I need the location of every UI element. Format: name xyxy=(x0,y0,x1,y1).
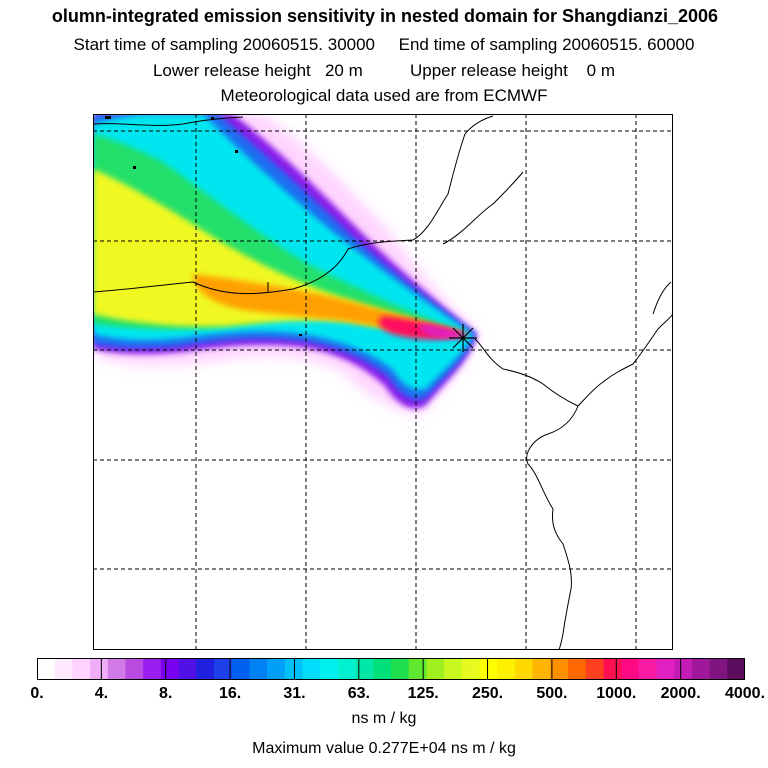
colorbar-cell xyxy=(160,658,180,680)
colorbar-cell xyxy=(497,658,516,680)
colorbar-cell xyxy=(479,658,498,680)
colorbar-cell xyxy=(320,658,339,680)
colorbar-cell xyxy=(709,658,728,680)
colorbar-cell xyxy=(231,658,250,680)
colorbar-cell xyxy=(656,658,675,680)
plot-title: olumn-integrated emission sensitivity in… xyxy=(51,6,719,26)
colorbar-tick-label: 125. xyxy=(407,685,439,702)
colorbar-cell xyxy=(391,658,410,680)
maximum-value-text: Maximum value 0.277E+04 ns m / kg xyxy=(252,740,516,757)
colorbar-cell xyxy=(444,658,463,680)
receptor-star-marker xyxy=(449,324,477,352)
colorbar-cell xyxy=(585,658,604,680)
colorbar-cell xyxy=(72,658,91,680)
colorbar-cell xyxy=(621,658,640,680)
island-dots xyxy=(105,116,302,336)
colorbar-cell xyxy=(196,658,215,680)
colorbar-cell xyxy=(337,658,357,680)
colorbar-cell xyxy=(214,658,233,680)
colorbar-cell xyxy=(284,658,303,680)
colorbar-units: ns m / kg xyxy=(351,710,417,727)
colorbar-cell xyxy=(514,658,534,680)
colorbar-cell xyxy=(674,658,693,680)
colorbar-cell xyxy=(143,658,162,680)
colorbar-cell xyxy=(267,658,286,680)
colorbar-tick-label: 2000. xyxy=(660,685,701,702)
coastlines xyxy=(93,115,673,650)
colorbar-cell xyxy=(408,658,427,680)
colorbar-cell xyxy=(90,658,109,680)
colorbar-tick-label: 8. xyxy=(159,685,173,702)
map-frame xyxy=(93,114,673,650)
colorbar-tick-label: 16. xyxy=(218,685,242,702)
met-data-line: Meteorological data used are from ECMWF xyxy=(220,86,548,105)
colorbar-cell xyxy=(178,658,197,680)
colorbar-cell xyxy=(603,658,622,680)
colorbar-cell xyxy=(302,658,321,680)
colorbar xyxy=(37,658,745,680)
colorbar-cell xyxy=(550,658,569,680)
colorbar-tick-label: 4. xyxy=(94,685,109,702)
colorbar-cell xyxy=(37,658,56,680)
emission-sensitivity-map xyxy=(93,114,673,650)
colorbar-tick-label: 4000. xyxy=(724,685,766,702)
colorbar-cell xyxy=(373,658,392,680)
colorbar-cell xyxy=(727,658,745,680)
colorbar-cell xyxy=(532,658,551,680)
colorbar-cell xyxy=(125,658,144,680)
colorbar-cell xyxy=(568,658,587,680)
colorbar-cell xyxy=(107,658,126,680)
colorbar-cell xyxy=(426,658,445,680)
colorbar-cells xyxy=(37,658,745,680)
colorbar-cell xyxy=(638,658,657,680)
colorbar-tick-label: 250. xyxy=(471,685,504,702)
colorbar-frame xyxy=(37,658,745,680)
colorbar-tick-label: 1000. xyxy=(596,685,637,702)
colorbar-cell xyxy=(355,658,374,680)
sampling-time-line: Start time of sampling 20060515. 30000 E… xyxy=(73,35,695,54)
colorbar-cell xyxy=(249,658,268,680)
colorbar-tick-label: 500. xyxy=(536,685,568,702)
colorbar-tick-label: 63. xyxy=(347,685,370,702)
sensitivity-plume xyxy=(93,114,478,414)
map-gridlines xyxy=(93,114,673,650)
colorbar-tick-label: 0. xyxy=(30,685,44,702)
colorbar-cell xyxy=(691,658,711,680)
colorbar-cell xyxy=(54,658,73,680)
colorbar-tick-label: 31. xyxy=(283,685,306,702)
colorbar-cell xyxy=(461,658,480,680)
release-height-line: Lower release height 20 m Upper release … xyxy=(152,61,616,80)
